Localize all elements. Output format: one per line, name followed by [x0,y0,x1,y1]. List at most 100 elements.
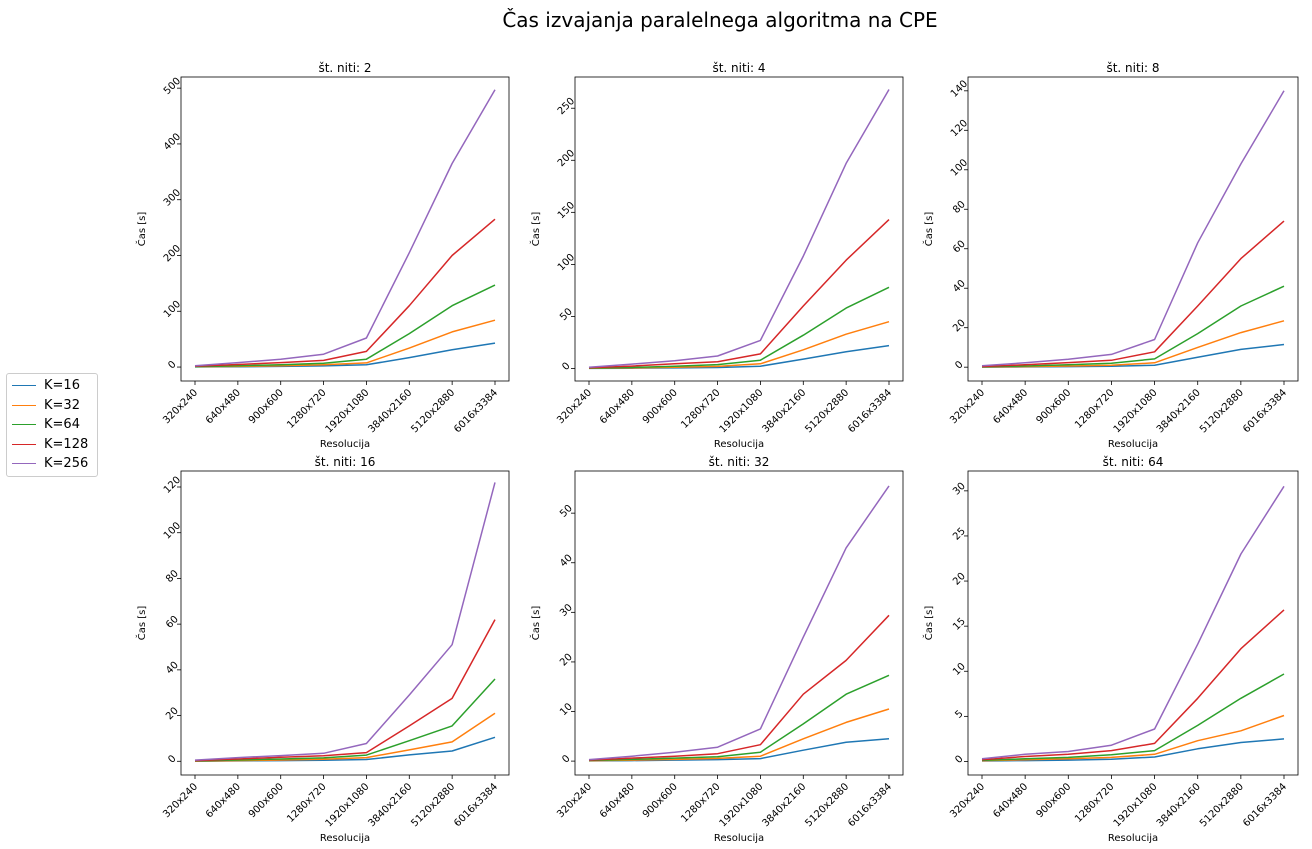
x-tick-label: 640x480 [204,781,243,820]
y-axis-label: Čas [s] [135,212,148,247]
axes-frame [574,76,904,382]
x-tick-label: 5120x2880 [1198,781,1246,829]
x-tick-label: 900x600 [247,387,286,426]
y-tick-label: 50 [558,503,575,520]
axes-frame [180,76,510,382]
x-axis-label: Resolucija [320,439,370,450]
subplot-6: 0 5 10 15 20 25 30 320x240 640x480 900x600 1280x72… [922,455,1299,844]
x-tick-label: 1280x720 [285,387,328,430]
series-line-k32 [588,708,890,762]
legend-swatch [12,385,36,387]
legend-item-k256: K=256 [7,454,97,474]
legend-label: K=256 [44,456,89,472]
series-line-k64 [194,678,496,762]
x-tick-label: 3840x2160 [760,781,808,829]
y-tick-label: 80 [951,199,968,216]
x-tick-label: 3840x2160 [1155,387,1203,435]
x-tick-label: 1280x720 [679,781,722,824]
y-tick-label: 60 [951,239,968,256]
y-tick-label: 40 [951,278,968,295]
y-tick-label: 20 [164,705,181,722]
y-tick-label: 0 [953,754,965,766]
subplot-2: 0 50 100 150 200 250 320x240 640x480 900x600 1280… [529,61,904,450]
x-tick-label: 640x480 [598,387,637,426]
x-tick-label: 640x480 [991,781,1030,820]
x-tick-label: 1920x1080 [718,387,766,435]
y-tick-label: 0 [166,753,178,765]
x-axis-label: Resolucija [320,833,370,844]
y-axis-label: Čas [s] [135,606,148,641]
axes-frame [967,76,1299,382]
subplot-title: št. niti: 64 [1103,455,1164,469]
x-tick-label: 320x240 [555,781,594,820]
series-line-k256 [194,89,496,367]
x-axis-label: Resolucija [1108,439,1158,450]
x-tick-label: 1920x1080 [324,781,372,829]
x-tick-label: 320x240 [948,387,987,426]
x-tick-label: 320x240 [555,387,594,426]
x-tick-label: 640x480 [991,387,1030,426]
y-tick-label: 0 [560,753,572,765]
x-tick-label: 1280x720 [679,387,722,430]
series-line-k64 [194,284,496,368]
legend-label: K=128 [44,436,89,452]
x-tick-label: 900x600 [247,781,286,820]
y-tick-label: 20 [951,318,968,335]
x-tick-label: 5120x2880 [803,387,851,435]
subplot-title: št. niti: 8 [1106,61,1159,75]
y-tick-label: 200 [162,243,183,264]
subplot-1: 0 100 200 300 400 500 320x240 640x480 900x600 128… [135,61,510,450]
legend-item-k128: K=128 [7,435,97,455]
x-tick-label: 5120x2880 [1198,387,1246,435]
series-line-k64 [588,674,890,762]
y-tick-label: 400 [162,132,183,153]
y-tick-label: 30 [558,602,575,619]
y-tick-label: 25 [951,526,968,543]
x-tick-label: 1920x1080 [324,387,372,435]
y-tick-label: 0 [953,359,965,371]
x-tick-label: 5120x2880 [803,781,851,829]
axes-frame [574,470,904,776]
x-tick-label: 900x600 [641,387,680,426]
series-line-k256 [194,482,496,761]
subplot-title: št. niti: 2 [318,61,371,75]
y-axis-label: Čas [s] [922,606,935,641]
y-tick-label: 50 [558,306,575,323]
series-line-k256 [981,90,1285,367]
subplot-title: št. niti: 16 [315,455,376,469]
x-tick-label: 900x600 [1034,781,1073,820]
x-tick-label: 6016x3384 [452,387,500,435]
y-tick-label: 10 [951,661,968,678]
x-tick-label: 1280x720 [1073,387,1116,430]
series-line-k16 [981,738,1285,762]
x-tick-label: 320x240 [161,387,200,426]
y-tick-label: 40 [164,660,181,677]
x-tick-label: 6016x3384 [846,781,894,829]
x-axis-label: Resolucija [1108,833,1158,844]
x-tick-label: 1920x1080 [1112,781,1160,829]
series-line-k32 [981,714,1285,762]
series-line-k256 [981,485,1285,760]
x-tick-label: 5120x2880 [409,387,457,435]
x-tick-label: 900x600 [1034,387,1073,426]
y-tick-label: 0 [166,359,178,371]
x-axis-label: Resolucija [714,833,764,844]
subplot-title: št. niti: 32 [709,455,770,469]
y-tick-label: 60 [164,614,181,631]
series-line-k128 [588,219,890,369]
x-tick-label: 3840x2160 [366,781,414,829]
y-tick-label: 150 [556,200,577,221]
x-tick-label: 6016x3384 [1241,781,1289,829]
series-line-k256 [588,485,890,761]
series-line-k128 [981,220,1285,368]
x-tick-label: 640x480 [204,387,243,426]
legend-label: K=32 [44,397,80,413]
y-tick-label: 20 [951,571,968,588]
subplot-5: 0 10 20 30 40 50 320x240 640x480 900x600 1280x720… [529,455,904,844]
y-tick-label: 120 [949,118,970,139]
x-tick-label: 640x480 [598,781,637,820]
y-tick-label: 15 [951,616,968,633]
y-tick-label: 0 [560,361,572,373]
